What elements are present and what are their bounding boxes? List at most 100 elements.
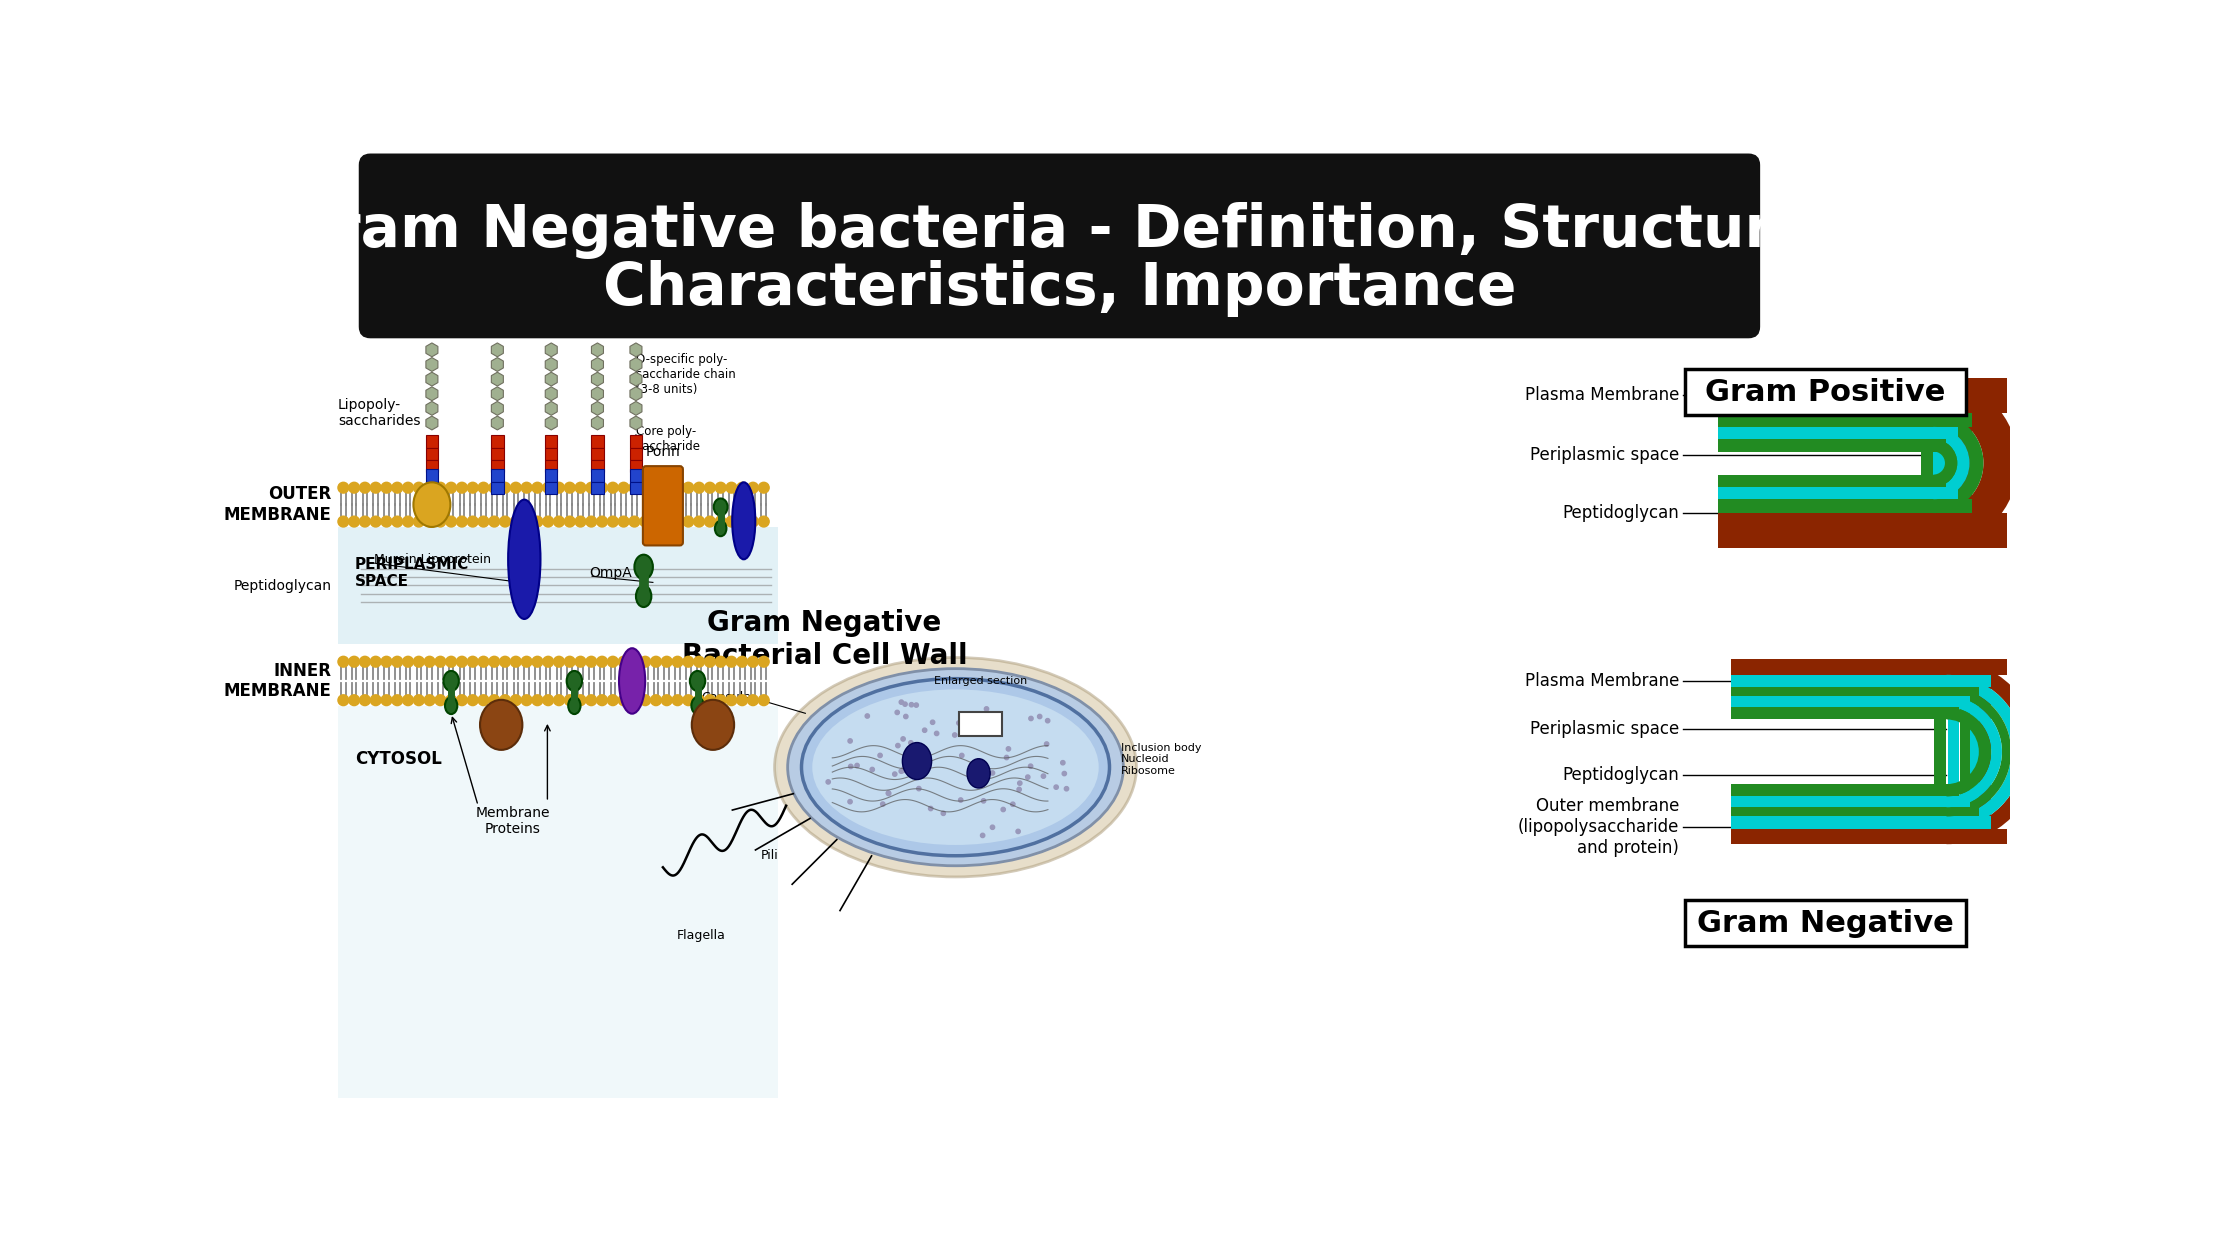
Circle shape [349,517,358,527]
Bar [491,469,504,481]
Circle shape [694,656,703,667]
Text: Peptidoglycan: Peptidoglycan [1564,766,1680,784]
Circle shape [607,483,618,493]
Circle shape [392,694,403,706]
Circle shape [759,517,768,527]
Circle shape [358,694,370,706]
Circle shape [511,483,522,493]
Circle shape [468,483,477,493]
Circle shape [1062,771,1066,776]
Wedge shape [1933,378,2018,548]
Circle shape [956,721,961,726]
Circle shape [909,703,914,707]
Circle shape [650,694,661,706]
Circle shape [650,517,661,527]
Circle shape [1046,718,1051,723]
Bar [1732,687,1978,697]
Circle shape [488,483,500,493]
Text: PERIPLASMIC
SPACE: PERIPLASMIC SPACE [354,557,468,590]
Circle shape [629,694,641,706]
Circle shape [587,517,596,527]
Bar [544,469,558,481]
Circle shape [392,517,403,527]
Ellipse shape [715,520,726,537]
Bar [629,481,643,494]
Circle shape [694,517,703,527]
Bar [591,447,603,460]
Circle shape [849,738,851,743]
Text: Inclusion body
Nucleoid
Ribosome: Inclusion body Nucleoid Ribosome [1120,743,1201,776]
Circle shape [468,656,477,667]
Circle shape [641,483,650,493]
Circle shape [564,656,576,667]
Text: Periplasmic space: Periplasmic space [1530,446,1680,465]
Bar [1718,486,1958,499]
Circle shape [358,483,370,493]
Text: Flagella: Flagella [676,929,726,942]
Wedge shape [1947,687,2012,816]
Circle shape [468,694,477,706]
Circle shape [596,483,607,493]
Bar [959,712,1001,736]
Circle shape [414,517,423,527]
Circle shape [477,694,488,706]
Circle shape [435,694,446,706]
Circle shape [694,694,703,706]
Circle shape [446,483,457,493]
Circle shape [661,694,672,706]
Circle shape [629,483,641,493]
Circle shape [542,694,553,706]
Ellipse shape [788,669,1122,866]
Circle shape [607,517,618,527]
Text: OmpA: OmpA [589,566,632,580]
Circle shape [909,741,914,745]
Circle shape [990,771,995,775]
Circle shape [349,483,358,493]
Circle shape [1028,717,1033,721]
Circle shape [500,517,511,527]
Circle shape [446,517,457,527]
Circle shape [587,656,596,667]
Circle shape [759,656,768,667]
Circle shape [934,731,939,736]
Bar [1718,413,1971,427]
Bar [591,460,603,472]
Circle shape [661,483,672,493]
Circle shape [995,712,997,717]
Circle shape [961,723,965,727]
Bar [1718,427,1958,440]
Circle shape [672,694,683,706]
Circle shape [903,702,907,707]
Circle shape [900,769,905,772]
Bar [426,469,439,481]
Circle shape [435,517,446,527]
Text: Gram Negative
Bacterial Cell Wall: Gram Negative Bacterial Cell Wall [681,610,968,670]
Wedge shape [1947,659,2038,844]
Circle shape [553,517,564,527]
Circle shape [468,517,477,527]
Circle shape [338,483,349,493]
Circle shape [553,694,564,706]
Circle shape [898,701,903,704]
Wedge shape [1947,675,2023,829]
Circle shape [370,694,381,706]
Circle shape [522,517,533,527]
Bar [544,447,558,460]
Circle shape [641,694,650,706]
Text: Lipopoly-
saccharides: Lipopoly- saccharides [338,398,421,428]
Circle shape [607,656,618,667]
Text: Characteristics, Importance: Characteristics, Importance [603,260,1516,316]
Circle shape [981,833,986,838]
Ellipse shape [692,699,735,750]
Circle shape [338,517,349,527]
Ellipse shape [732,483,755,559]
Circle shape [983,707,988,711]
Text: OUTER
MEMBRANE: OUTER MEMBRANE [224,485,332,524]
Circle shape [887,791,892,795]
Circle shape [446,694,457,706]
Bar [591,436,603,447]
Bar [629,469,643,481]
Bar [491,436,504,447]
Circle shape [533,656,542,667]
Circle shape [533,517,542,527]
